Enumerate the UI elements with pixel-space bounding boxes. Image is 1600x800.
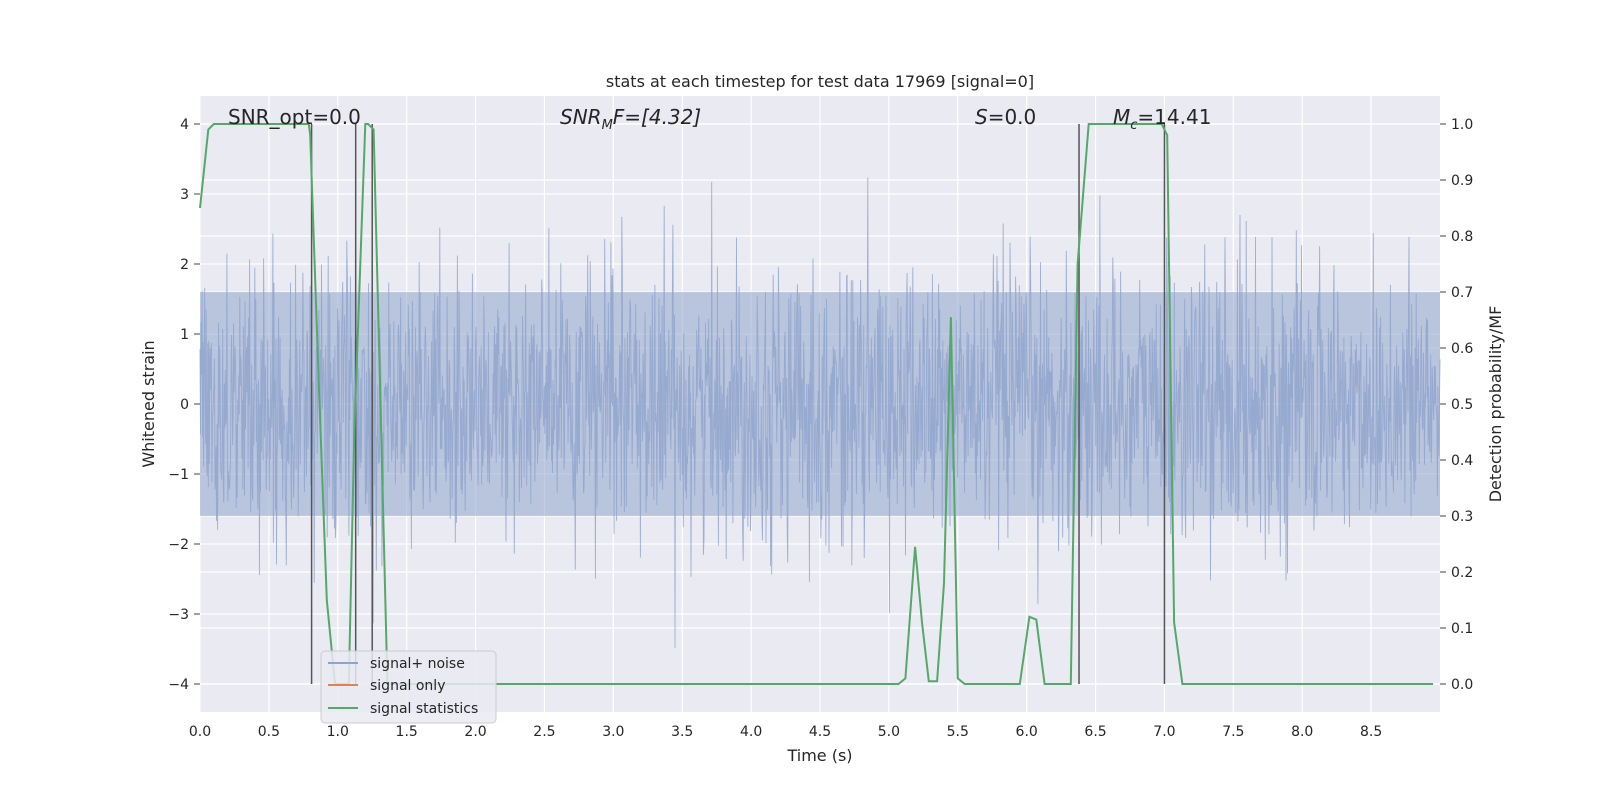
- y-right-tick-label: 0.1: [1451, 621, 1473, 637]
- x-tick-label: 6.0: [1016, 724, 1038, 740]
- x-tick-label: 2.0: [464, 724, 486, 740]
- x-tick-label: 3.0: [602, 724, 624, 740]
- y-left-tick-label: −4: [168, 677, 189, 693]
- x-tick-label: 2.5: [533, 724, 555, 740]
- tick-labels: 0.0 0.5 1.0 1.5 2.0 2.5 3.0 3.5 4.0 4.5 5.0 5.5 6.0 6…: [168, 117, 1473, 740]
- x-tick-label: 3.5: [671, 724, 693, 740]
- signal-statistics-line: [199, 123, 1434, 685]
- y-right-tick-label: 0.2: [1451, 565, 1473, 581]
- x-tick-label: 8.5: [1360, 724, 1382, 740]
- x-tick-label: 4.0: [740, 724, 762, 740]
- y-right-tick-label: 0.4: [1451, 453, 1473, 469]
- annotation-snr-opt: SNR_opt=0.0: [228, 105, 361, 129]
- x-tick-label: 0.0: [189, 724, 211, 740]
- legend-label-signal-noise: signal+ noise: [370, 656, 465, 672]
- y-right-tick-label: 0.6: [1451, 341, 1473, 357]
- y-left-tick-label: 3: [180, 187, 189, 203]
- x-tick-label: 5.5: [947, 724, 969, 740]
- y-right-tick-label: 0.8: [1451, 229, 1473, 245]
- y-right-tick-label: 0.0: [1451, 677, 1473, 693]
- y-right-tick-label: 0.5: [1451, 397, 1473, 413]
- y-axis-label-right: Detection probability/MF: [1486, 306, 1505, 503]
- x-tick-label: 7.5: [1222, 724, 1244, 740]
- y-right-tick-label: 0.3: [1451, 509, 1473, 525]
- y-left-tick-label: 0: [180, 397, 189, 413]
- x-tick-label: 1.0: [327, 724, 349, 740]
- x-axis-label: Time (s): [786, 746, 852, 765]
- series-signal-noise: [199, 177, 1441, 648]
- x-tick-label: 4.5: [809, 724, 831, 740]
- y-right-tick-label: 1.0: [1451, 117, 1473, 133]
- y-axis-label-left: Whitened strain: [139, 340, 158, 467]
- y-left-tick-label: 1: [180, 327, 189, 343]
- y-right-tick-label: 0.9: [1451, 173, 1473, 189]
- x-tick-label: 7.0: [1153, 724, 1175, 740]
- annotation-mc: Mc=14.41: [1113, 105, 1211, 133]
- y-left-tick-label: −1: [168, 467, 189, 483]
- noise-core-band: [200, 292, 1440, 516]
- y-left-tick-label: 4: [180, 117, 189, 133]
- series-signal-statistics: [199, 123, 1434, 685]
- annotation-s: S=0.0: [975, 105, 1036, 129]
- legend-label-signal-only: signal only: [370, 678, 445, 694]
- x-tick-label: 5.0: [878, 724, 900, 740]
- x-tick-label: 0.5: [258, 724, 280, 740]
- y-left-tick-label: −2: [168, 537, 189, 553]
- legend-box: [320, 650, 497, 724]
- x-tick-label: 6.5: [1084, 724, 1106, 740]
- legend-label-signal-statistics: signal statistics: [370, 701, 478, 717]
- y-left-tick-label: 2: [180, 257, 189, 273]
- y-right-tick-label: 0.7: [1451, 285, 1473, 301]
- legend: signal+ noise signal only signal statist…: [320, 650, 497, 724]
- x-tick-label: 1.5: [396, 724, 418, 740]
- annotation-snr-mf: SNRMF=[4.32]: [560, 105, 701, 133]
- x-tick-label: 8.0: [1291, 724, 1313, 740]
- chart-title: stats at each timestep for test data 179…: [606, 72, 1034, 91]
- y-left-tick-label: −3: [168, 607, 189, 623]
